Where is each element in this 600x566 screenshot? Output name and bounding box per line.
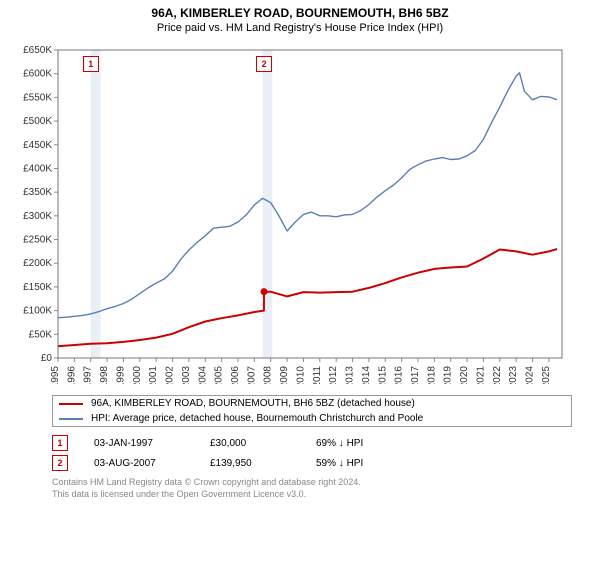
legend-swatch [59,418,83,420]
legend: 96A, KIMBERLEY ROAD, BOURNEMOUTH, BH6 5B… [52,395,572,427]
footer-attribution: Contains HM Land Registry data © Crown c… [52,477,572,500]
chart-subtitle: Price paid vs. HM Land Registry's House … [0,22,600,34]
legend-swatch [59,403,83,405]
legend-row: 96A, KIMBERLEY ROAD, BOURNEMOUTH, BH6 5B… [53,396,571,411]
marker-price: £139,950 [210,458,290,469]
marker-box: 1 [52,435,68,451]
chart-title: 96A, KIMBERLEY ROAD, BOURNEMOUTH, BH6 5B… [0,6,600,20]
marker-delta: 69% ↓ HPI [316,438,363,449]
chart-marker-1: 1 [83,56,99,72]
sales-markers-panel: 1 03-JAN-1997 £30,000 69% ↓ HPI 2 03-AUG-2007… [52,433,572,473]
marker-row: 1 03-JAN-1997 £30,000 69% ↓ HPI [52,433,572,453]
legend-label: 96A, KIMBERLEY ROAD, BOURNEMOUTH, BH6 5B… [91,398,415,409]
marker-delta: 59% ↓ HPI [316,458,363,469]
marker-price: £30,000 [210,438,290,449]
legend-row: HPI: Average price, detached house, Bour… [53,411,571,426]
marker-row: 2 03-AUG-2007 £139,950 59% ↓ HPI [52,453,572,473]
marker-date: 03-JAN-1997 [94,438,184,449]
chart-markers-layer: 12 [10,42,570,384]
footer-line: Contains HM Land Registry data © Crown c… [52,477,572,489]
marker-date: 03-AUG-2007 [94,458,184,469]
marker-box: 2 [52,455,68,471]
legend-label: HPI: Average price, detached house, Bour… [91,413,423,424]
footer-line: This data is licensed under the Open Gov… [52,489,572,501]
chart-area: £0£50K£100K£150K£200K£250K£300K£350K£400… [10,42,590,389]
chart-marker-2: 2 [256,56,272,72]
